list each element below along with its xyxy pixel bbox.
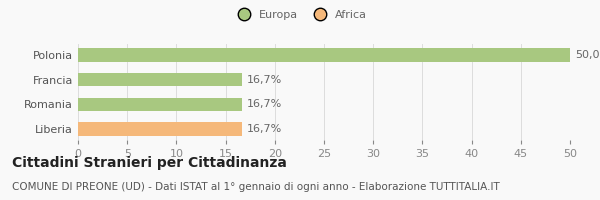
Legend: Europa, Africa: Europa, Africa bbox=[229, 6, 371, 24]
Text: 16,7%: 16,7% bbox=[247, 124, 283, 134]
Text: COMUNE DI PREONE (UD) - Dati ISTAT al 1° gennaio di ogni anno - Elaborazione TUT: COMUNE DI PREONE (UD) - Dati ISTAT al 1°… bbox=[12, 182, 500, 192]
Bar bbox=[78, 73, 242, 86]
Text: 50,0%: 50,0% bbox=[575, 50, 600, 60]
Text: 16,7%: 16,7% bbox=[247, 75, 283, 85]
Bar bbox=[78, 48, 570, 62]
Bar bbox=[78, 122, 242, 136]
Bar bbox=[78, 98, 242, 111]
Text: 16,7%: 16,7% bbox=[247, 99, 283, 109]
Text: Cittadini Stranieri per Cittadinanza: Cittadini Stranieri per Cittadinanza bbox=[12, 156, 287, 170]
